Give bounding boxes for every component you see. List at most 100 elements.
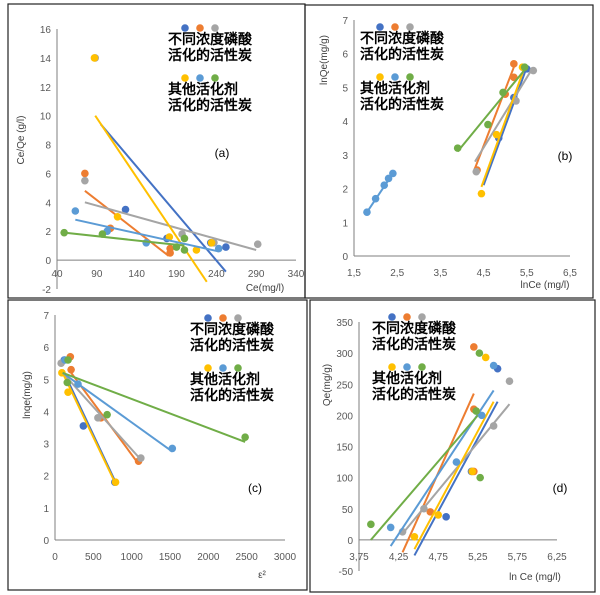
legend-marker xyxy=(181,74,189,82)
legend-marker xyxy=(418,313,426,321)
y-tick-label: 6 xyxy=(43,343,49,354)
trend-line xyxy=(84,189,170,257)
legend-text: 活化的活性炭 xyxy=(372,336,456,352)
data-point xyxy=(172,243,181,251)
y-tick-label: 16 xyxy=(40,25,52,36)
y-tick-label: 1 xyxy=(43,504,49,515)
data-point xyxy=(477,189,486,198)
y-tick-label: 100 xyxy=(336,474,353,485)
trend-line xyxy=(480,66,526,188)
series-4 xyxy=(71,207,223,253)
panel-label: (b) xyxy=(558,149,573,163)
x-tick-label: 6,25 xyxy=(547,552,567,563)
y-tick-label: 0 xyxy=(43,536,49,547)
x-tick-label: 3,75 xyxy=(349,552,369,563)
y-tick-label: 250 xyxy=(336,380,353,391)
x-tick-label: 1000 xyxy=(121,552,144,563)
y-tick-label: -50 xyxy=(339,567,354,578)
data-point xyxy=(410,532,419,541)
data-point xyxy=(434,511,443,519)
y-tick-label: 3 xyxy=(43,440,49,451)
x-tick-label: 500 xyxy=(85,552,102,563)
trend-line xyxy=(75,218,219,253)
data-point xyxy=(192,246,201,254)
y-tick-label: 3 xyxy=(342,151,348,162)
data-point xyxy=(420,504,428,513)
legend-marker xyxy=(219,314,227,322)
legend-text: 不同浓度磷酸 xyxy=(190,321,275,337)
x-tick-label: 5,5 xyxy=(520,268,534,279)
y-tick-label: 150 xyxy=(336,443,353,454)
data-point xyxy=(71,207,80,215)
series-4 xyxy=(363,169,397,216)
data-point xyxy=(63,378,72,387)
data-point xyxy=(222,243,230,251)
data-point xyxy=(505,377,514,385)
x-tick-label: 290 xyxy=(248,269,265,280)
y-axis-label: lnQe(mg/g) xyxy=(319,35,330,85)
y-axis-label: Ce/Qe (g/l) xyxy=(16,116,27,165)
data-point xyxy=(367,520,375,529)
x-tick-label: 190 xyxy=(168,269,185,280)
data-point xyxy=(137,454,145,462)
x-tick-label: 340 xyxy=(288,269,305,280)
legend-marker xyxy=(211,74,219,82)
data-point xyxy=(180,234,189,243)
data-point xyxy=(111,478,120,486)
y-tick-label: 2 xyxy=(342,185,348,196)
legend-text: 不同浓度磷酸 xyxy=(360,30,445,46)
trend-line xyxy=(474,70,532,163)
legend-marker xyxy=(234,314,242,322)
y-tick-label: 5 xyxy=(43,375,49,386)
x-tick-label: 1,5 xyxy=(347,268,361,279)
series-3 xyxy=(90,54,216,283)
y-tick-label: 7 xyxy=(342,16,348,27)
data-point xyxy=(64,388,72,396)
data-point xyxy=(371,194,380,203)
data-point xyxy=(442,513,450,521)
data-point xyxy=(98,230,107,238)
data-point xyxy=(520,63,529,71)
data-point xyxy=(472,407,481,415)
data-point xyxy=(452,458,461,466)
data-point xyxy=(180,246,189,254)
data-point xyxy=(79,422,88,430)
x-tick-label: 5,75 xyxy=(508,552,528,563)
panel-border xyxy=(304,4,594,299)
data-point xyxy=(489,422,498,430)
y-tick-label: 0 xyxy=(342,252,348,263)
data-point xyxy=(81,169,89,178)
y-tick-label: 1 xyxy=(342,218,348,229)
legend-marker xyxy=(403,313,411,321)
x-tick-label: 2000 xyxy=(197,552,220,563)
data-point xyxy=(386,523,395,532)
panel-border xyxy=(309,299,596,593)
y-tick-label: 2 xyxy=(45,227,51,238)
data-point xyxy=(121,205,130,214)
x-tick-label: 3,5 xyxy=(433,268,447,279)
x-tick-label: 1500 xyxy=(159,552,182,563)
data-point xyxy=(67,365,75,374)
data-point xyxy=(470,343,478,351)
data-point xyxy=(389,169,397,178)
panel-label: (c) xyxy=(248,481,262,495)
legend-marker xyxy=(376,73,384,81)
trend-line xyxy=(94,115,208,283)
legend-text: 其他活化剂 xyxy=(190,371,260,387)
legend-marker xyxy=(204,364,212,372)
series-5 xyxy=(453,63,529,153)
y-tick-label: 300 xyxy=(336,349,353,360)
y-axis-label: lnqe(mg/g) xyxy=(22,371,33,419)
legend-marker xyxy=(418,363,426,371)
trend-line xyxy=(456,66,528,153)
legend-marker xyxy=(388,313,396,321)
legend-text: 活化的活性炭 xyxy=(168,97,252,113)
data-point xyxy=(384,174,393,183)
x-tick-label: 2500 xyxy=(236,552,259,563)
data-point xyxy=(214,244,223,253)
